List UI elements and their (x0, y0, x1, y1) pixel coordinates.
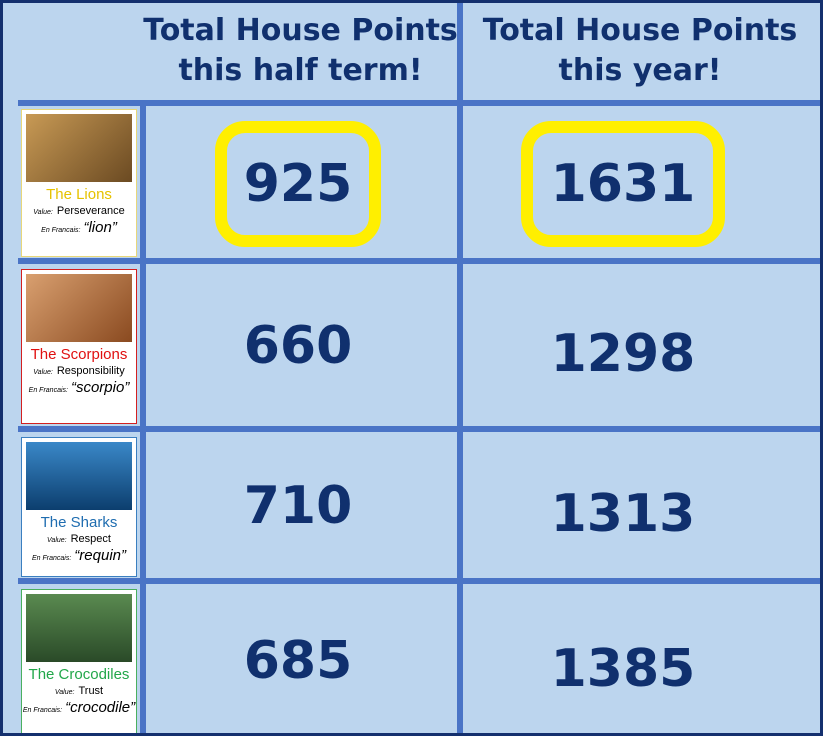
french-line: En Francais:“lion” (22, 219, 136, 236)
row-line (18, 578, 823, 584)
value-label: Value: (47, 537, 67, 544)
house-card: The Scorpions Value: Responsibility En Fran… (21, 269, 137, 424)
french-label: En Francais: (23, 707, 62, 714)
house-name: The Sharks (22, 514, 136, 531)
value-line: Value: Respect (22, 533, 136, 545)
house-value: Perseverance (57, 205, 125, 217)
house-value: Respect (71, 533, 111, 545)
house-card: The Sharks Value: Respect En Francais:“requ… (21, 437, 137, 577)
half-term-points: 710 (163, 472, 433, 540)
header-half-term: Total House Points this half term! (143, 11, 458, 91)
year-points: 1631 (521, 121, 725, 247)
house-card: The Lions Value: Perseverance En Francais:“… (21, 109, 137, 257)
header-year: Total House Points this year! (465, 11, 815, 91)
value-line: Value: Responsibility (22, 365, 136, 377)
french-label: En Francais: (41, 227, 80, 234)
value-label: Value: (55, 689, 75, 696)
french-word: “scorpio” (71, 379, 129, 396)
house-picture (26, 114, 132, 182)
french-label: En Francais: (29, 387, 68, 394)
house-picture (26, 594, 132, 662)
year-points: 1298 (483, 320, 763, 388)
value-label: Value: (33, 369, 53, 376)
house-value: Trust (78, 685, 103, 697)
value-label: Value: (33, 209, 53, 216)
french-label: En Francais: (32, 555, 71, 562)
house-picture (26, 442, 132, 510)
row-line (18, 100, 823, 106)
half-term-points: 925 (215, 121, 381, 247)
row-line (18, 426, 823, 432)
french-line: En Francais:“requin” (22, 547, 136, 564)
year-points: 1313 (483, 480, 763, 548)
french-word: “lion” (83, 219, 116, 236)
house-name: The Crocodiles (22, 666, 136, 683)
house-name: The Scorpions (22, 346, 136, 363)
french-word: “crocodile” (65, 699, 135, 716)
value-line: Value:Trust (22, 685, 136, 697)
french-line: En Francais:“crocodile” (22, 699, 136, 716)
house-card: The Crocodiles Value:Trust En Francais:“cr… (21, 589, 137, 735)
house-points-board: Total House Points this half term! Total… (0, 0, 823, 736)
french-word: “requin” (74, 547, 126, 564)
row-line (18, 258, 823, 264)
half-term-points: 660 (163, 312, 433, 380)
column-line (140, 103, 146, 736)
year-points: 1385 (483, 635, 763, 703)
value-line: Value: Perseverance (22, 205, 136, 217)
house-name: The Lions (22, 186, 136, 203)
column-line (457, 3, 463, 736)
french-line: En Francais:“scorpio” (22, 379, 136, 396)
half-term-points: 685 (163, 627, 433, 695)
house-value: Responsibility (57, 365, 125, 377)
house-picture (26, 274, 132, 342)
